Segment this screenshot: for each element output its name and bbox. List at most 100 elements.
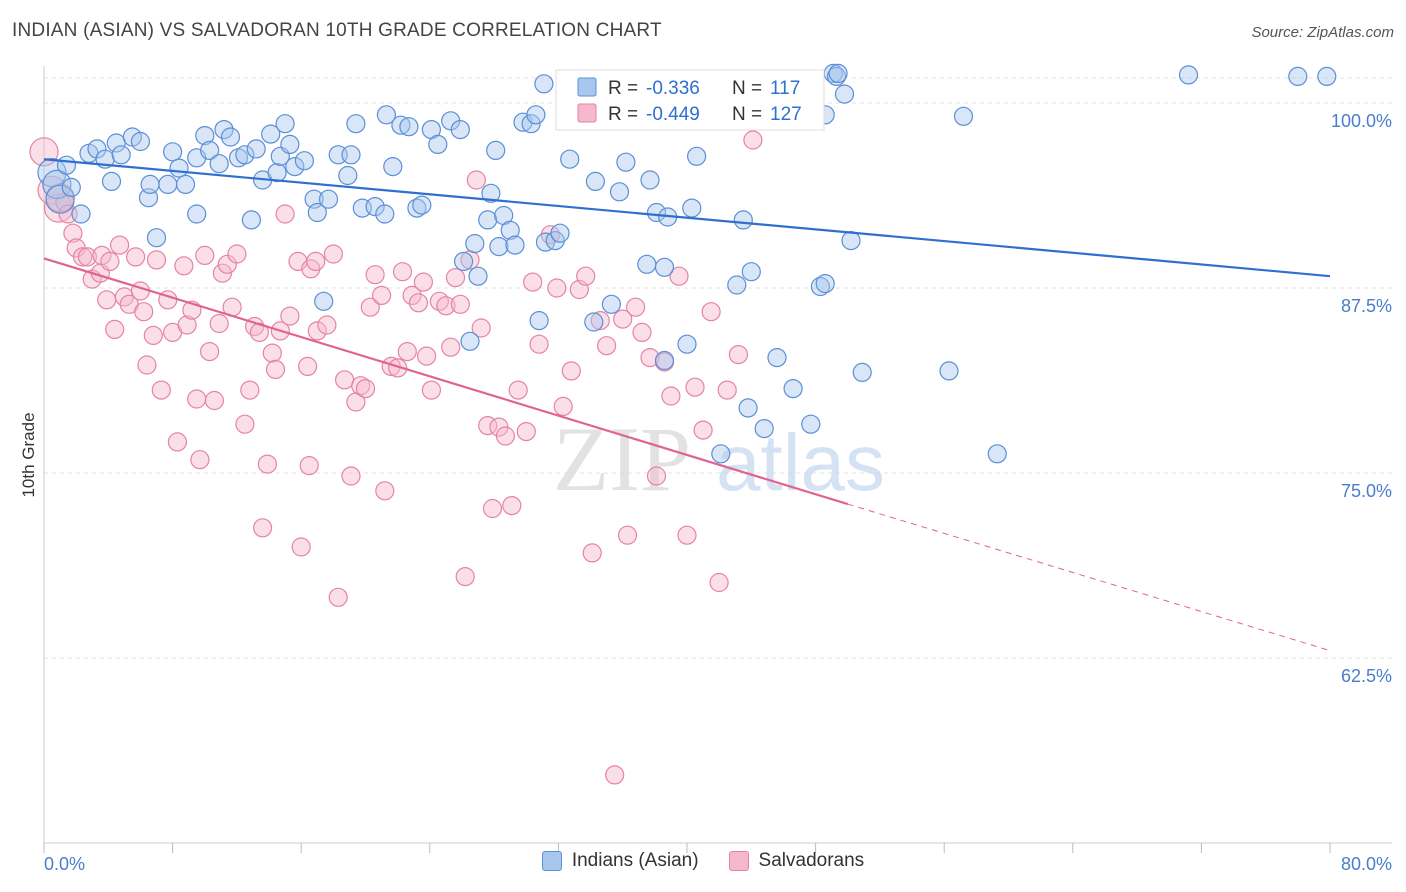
salvadoran-point-105 (582, 543, 602, 563)
salvadoran-point-117 (669, 266, 689, 286)
salvadoran-point-79 (417, 346, 437, 366)
indian-point-114 (953, 106, 974, 126)
indian-point-111 (841, 231, 861, 251)
indian-point-84 (609, 182, 630, 202)
salvadoran-point-89 (471, 318, 491, 338)
salvadoran-point-107 (596, 336, 617, 356)
indian-point-24 (200, 140, 220, 160)
bottom-legend-label-salvadorans: Salvadorans (758, 850, 865, 871)
indian-point-117 (1288, 66, 1308, 87)
indian-point-5 (71, 204, 91, 224)
indian-point-25 (209, 154, 229, 174)
indian-point-85 (616, 152, 636, 172)
y-tick-label-2: 87.5% (1341, 296, 1392, 316)
salvadoran-point-21 (134, 302, 154, 322)
salvadoran-point-48 (262, 343, 282, 363)
axes (43, 66, 1392, 853)
salvadoran-point-100 (547, 278, 567, 298)
salvadoran-point-110 (617, 525, 638, 545)
salvadoran-point-46 (253, 518, 273, 538)
salvadoran-point-80 (421, 380, 441, 400)
indian-point-86 (637, 254, 657, 274)
indian-point-27 (220, 127, 241, 147)
bottom-legend-swatch-blue (541, 851, 562, 871)
salvadoran-point-93 (495, 426, 515, 446)
indian-point-83 (601, 294, 622, 314)
legend-n-label-2: N = (732, 104, 762, 125)
salvadoran-point-96 (516, 422, 536, 442)
salvadoran-point-77 (408, 293, 429, 313)
salvadoran-point-69 (365, 265, 385, 285)
indian-point-15 (140, 174, 160, 194)
indian-point-66 (481, 183, 501, 203)
salvadoran-point-102 (561, 361, 581, 381)
watermark: ZIP atlas (553, 408, 885, 510)
indian-point-47 (346, 114, 366, 134)
salvadoran-point-55 (298, 356, 318, 376)
salvadoran-point-71 (375, 481, 395, 501)
salvadoran-point-22 (137, 355, 157, 375)
indian-point-105 (815, 274, 835, 294)
salvadoran-point-122 (709, 572, 729, 593)
indian-point-61 (454, 251, 474, 271)
bottom-legend-label-indians: Indians (Asian) (571, 850, 699, 871)
legend-swatch-blue (577, 77, 597, 97)
indian-point-75 (529, 311, 549, 331)
indian-point-43 (318, 189, 339, 209)
salvadoran-point-123 (717, 380, 737, 400)
indian-point-103 (801, 414, 821, 434)
salvadoran-point-8 (72, 247, 93, 267)
salvadoran-point-58 (306, 251, 326, 271)
indian-point-74 (526, 105, 546, 125)
indian-point-18 (163, 142, 183, 162)
indian-point-37 (280, 134, 300, 154)
salvadoran-point-74 (392, 262, 413, 282)
indian-point-67 (486, 140, 506, 160)
legend-r-value-1: -0.336 (646, 78, 700, 99)
indian-point-56 (412, 195, 432, 215)
salvadoran-point-51 (275, 204, 295, 224)
y-tick-label-0: 62.5% (1341, 666, 1392, 686)
indian-point-73 (521, 114, 541, 134)
legend-r-label-2: R = (608, 104, 638, 125)
trend-line-salvadorans (43, 257, 849, 506)
indian-point-7 (87, 139, 107, 159)
series-indians-asian (37, 63, 1337, 464)
tick-labels: 62.5% 75.0% 87.5% 100.0% 0.0% 80.0% (44, 111, 1392, 874)
indian-point-110 (834, 84, 855, 104)
salvadoran-point-78 (413, 272, 433, 292)
salvadoran-point-67 (355, 379, 376, 399)
salvadoran-point-84 (445, 268, 466, 288)
legend-r-label-1: R = (608, 78, 638, 99)
salvadoran-point-33 (190, 450, 210, 470)
indian-point-100 (754, 419, 774, 439)
salvadoran-point-75 (397, 342, 417, 362)
salvadoran-point-49 (265, 359, 286, 379)
salvadoran-point-62 (328, 587, 348, 607)
indian-point-112 (852, 362, 872, 382)
indian-point-108 (826, 66, 847, 87)
indian-point-89 (654, 350, 675, 371)
salvadoran-point-24 (146, 250, 167, 270)
trend-line-indians (43, 158, 1331, 278)
indian-point-76 (534, 74, 554, 94)
legend-frame (555, 69, 825, 131)
salvadoran-point-32 (187, 389, 207, 409)
salvadoran-point-34 (195, 245, 215, 265)
salvadoran-point-28 (167, 432, 187, 452)
indian-point-95 (711, 444, 731, 464)
indian-point-96 (727, 275, 747, 295)
salvadoran-point-9 (77, 247, 98, 267)
bottom-legend: Indians (Asian) Salvadorans (0, 850, 1406, 872)
salvadoran-point-113 (640, 348, 660, 368)
salvadoran-point-35 (200, 342, 220, 362)
indian-point-87 (640, 170, 660, 190)
salvadoran-point-98 (529, 334, 549, 354)
salvadoran-point-68 (360, 297, 380, 317)
salvadoran-point-116 (661, 386, 681, 406)
indian-point-42 (314, 291, 334, 311)
salvadoran-point-37 (209, 313, 229, 334)
series-salvadorans (29, 130, 763, 785)
salvadoran-point-73 (388, 358, 408, 378)
indian-point-33 (261, 124, 281, 144)
